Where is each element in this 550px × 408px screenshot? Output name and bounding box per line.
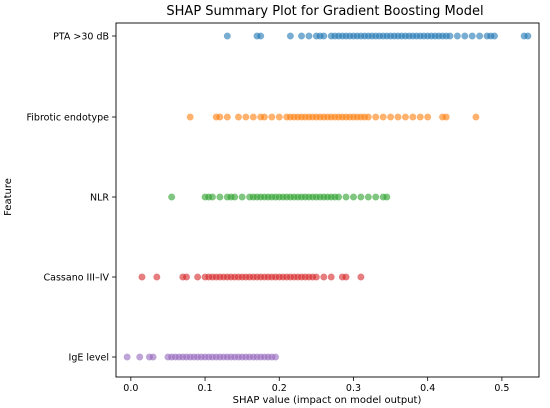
data-point xyxy=(223,113,231,121)
data-point xyxy=(387,113,395,121)
data-point xyxy=(394,113,402,121)
y-tick-label: PTA >30 dB xyxy=(53,32,109,43)
data-point xyxy=(297,32,306,40)
y-tick-label: Fibrotic endotype xyxy=(27,113,110,124)
data-point xyxy=(275,113,283,121)
data-point xyxy=(123,353,131,361)
data-point xyxy=(476,32,484,40)
data-point xyxy=(149,353,157,361)
data-point xyxy=(453,32,461,40)
data-point xyxy=(320,32,328,40)
y-tick-label: NLR xyxy=(90,193,109,204)
data-point xyxy=(401,113,409,121)
x-tick-label: 0.5 xyxy=(494,383,509,394)
data-point xyxy=(364,193,372,201)
data-point xyxy=(372,113,380,121)
data-point xyxy=(372,193,380,201)
y-axis: PTA >30 dB Fibrotic endotype NLR Cassano II… xyxy=(27,32,116,364)
data-point xyxy=(524,32,532,40)
y-axis-label: Feature xyxy=(3,178,14,216)
data-point xyxy=(223,32,231,40)
data-point xyxy=(320,273,328,281)
data-point xyxy=(238,193,246,201)
x-tick-label: 0.4 xyxy=(420,383,435,394)
y-tick-label: Cassano III–IV xyxy=(44,273,110,284)
data-point xyxy=(268,113,276,121)
data-point xyxy=(194,273,202,281)
data-point xyxy=(472,113,480,121)
data-point xyxy=(249,113,257,121)
data-point xyxy=(442,113,450,121)
x-axis-label: SHAP value (impact on model output) xyxy=(233,395,422,406)
y-tick-label: IgE level xyxy=(69,353,109,364)
data-point xyxy=(342,273,350,281)
data-point xyxy=(260,113,268,121)
data-point xyxy=(138,273,146,281)
x-axis: 0.0 0.1 0.2 0.3 0.4 0.5 xyxy=(123,377,509,394)
plot-frame xyxy=(115,22,540,378)
data-point xyxy=(136,353,144,361)
data-point xyxy=(257,32,265,40)
data-point xyxy=(208,193,217,201)
x-tick-label: 0.3 xyxy=(346,383,361,394)
data-point xyxy=(272,353,280,361)
data-point xyxy=(409,113,417,121)
data-point xyxy=(364,113,372,121)
data-point xyxy=(234,113,242,121)
data-point xyxy=(231,193,239,201)
data-point xyxy=(357,273,365,281)
data-point xyxy=(490,32,499,40)
data-point xyxy=(168,193,176,201)
data-point xyxy=(312,273,320,281)
data-point xyxy=(468,32,476,40)
data-point xyxy=(186,113,194,121)
data-point xyxy=(342,193,350,201)
data-point xyxy=(216,193,224,201)
data-point xyxy=(349,193,358,201)
data-points xyxy=(123,32,532,361)
data-point xyxy=(446,32,454,40)
data-point xyxy=(379,113,387,121)
data-point xyxy=(416,113,424,121)
data-point xyxy=(242,113,250,121)
data-point xyxy=(383,193,391,201)
data-point xyxy=(461,32,469,40)
data-point xyxy=(305,32,313,40)
data-point xyxy=(357,193,365,201)
x-tick-label: 0.2 xyxy=(272,383,287,394)
data-point xyxy=(286,32,294,40)
x-tick-label: 0.0 xyxy=(123,383,138,394)
data-point xyxy=(327,273,335,281)
chart-title: SHAP Summary Plot for Gradient Boosting … xyxy=(166,4,483,19)
data-point xyxy=(335,193,343,201)
data-point xyxy=(182,273,191,281)
x-tick-label: 0.1 xyxy=(197,383,212,394)
data-point xyxy=(216,113,224,121)
data-point xyxy=(153,273,161,281)
data-point xyxy=(424,113,432,121)
